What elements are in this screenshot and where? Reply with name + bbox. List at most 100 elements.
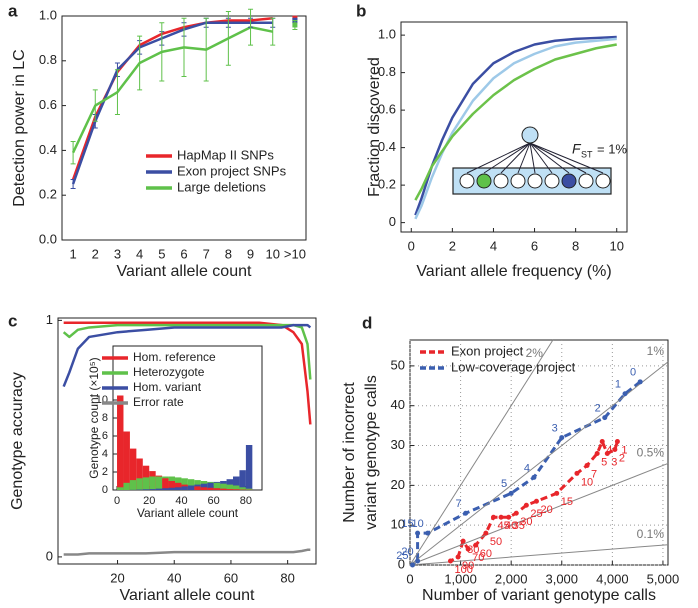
point xyxy=(513,510,519,516)
bar xyxy=(129,448,137,490)
bar xyxy=(142,489,150,490)
x-axis-label: Variant allele count xyxy=(120,587,255,604)
x-tick-label: 60 xyxy=(208,495,220,507)
x-tick-label: 3,000 xyxy=(545,571,578,586)
error-bar xyxy=(270,17,276,46)
point-label: 30 xyxy=(520,516,532,528)
y-tick-label: 0 xyxy=(389,214,396,229)
point xyxy=(533,498,539,504)
bar xyxy=(129,480,137,490)
series-line xyxy=(71,21,273,185)
y-tick-label: 0.0 xyxy=(39,231,57,246)
y-tick-label: 4 xyxy=(102,448,108,460)
point-label: 5 xyxy=(501,478,507,490)
series-line xyxy=(63,548,311,556)
y-tick-label: 0.2 xyxy=(39,187,57,202)
point xyxy=(498,514,504,520)
point xyxy=(637,379,643,385)
x-tick-label: 10 xyxy=(265,246,279,261)
point xyxy=(455,554,461,560)
bar xyxy=(200,483,208,490)
point-label: 25 xyxy=(530,508,542,520)
y-tick-label: 1.0 xyxy=(378,27,396,42)
bar xyxy=(213,482,221,490)
point xyxy=(483,530,489,536)
series-line xyxy=(71,25,273,154)
bar xyxy=(149,476,156,490)
x-tick-label: 7 xyxy=(203,246,210,261)
series-line xyxy=(62,323,312,380)
y-axis-label: Genotype accuracy xyxy=(9,372,26,510)
error-bar xyxy=(137,35,143,91)
x-tick-label: 8 xyxy=(225,246,232,261)
x-axis-label: Variant allele count xyxy=(117,263,252,280)
point-label: 100 xyxy=(454,564,472,576)
x-tick-label: 0 xyxy=(408,238,415,253)
x-tick-label: 1 xyxy=(69,246,76,261)
x-axis-label: Variant allele frequency (%) xyxy=(416,263,611,280)
x-tick-label: 2 xyxy=(449,238,456,253)
point xyxy=(523,502,529,508)
annotation-text: = 1% xyxy=(597,141,627,156)
reference-label: 0.1% xyxy=(637,527,665,541)
error-bar xyxy=(70,140,76,165)
bar xyxy=(181,486,188,490)
legend-label: Hom. reference xyxy=(133,350,216,364)
error-bar xyxy=(70,179,76,189)
point-label: 4 xyxy=(524,462,530,474)
point-label: 10 xyxy=(411,518,423,530)
point xyxy=(490,514,496,520)
y-tick-label: 40 xyxy=(391,397,405,412)
bar xyxy=(136,478,143,490)
x-tick-label: 2,000 xyxy=(495,571,528,586)
y-tick-label: 50 xyxy=(391,357,405,372)
bar xyxy=(207,482,214,490)
point xyxy=(460,538,466,544)
y-tick-label: 0 xyxy=(46,548,53,563)
annotation-symbol: F xyxy=(572,141,582,157)
point-label: 15 xyxy=(561,496,573,508)
point-label: 70 xyxy=(472,552,484,564)
reference-label: 0.5% xyxy=(637,446,665,460)
point-label: 25 xyxy=(396,550,408,562)
point-label: 5 xyxy=(601,456,607,468)
y-tick-label: 2 xyxy=(102,466,108,478)
point-label: 15 xyxy=(401,518,413,530)
error-bar xyxy=(203,17,209,82)
bar xyxy=(168,487,176,490)
point xyxy=(594,450,600,456)
x-tick-label: 80 xyxy=(280,570,294,585)
series-line xyxy=(414,43,617,201)
reference-line xyxy=(409,339,554,566)
y-tick-label: 0 xyxy=(102,484,108,496)
point xyxy=(599,439,605,445)
point xyxy=(531,474,537,480)
x-axis-label: Variant allele count xyxy=(137,506,239,520)
bar xyxy=(149,489,156,490)
bar xyxy=(213,488,221,490)
y-tick-label: 0.4 xyxy=(378,139,396,154)
point-label: 7 xyxy=(456,498,462,510)
y-axis-label: Fraction discovered xyxy=(366,57,383,197)
legend-label: Low-coverage project xyxy=(451,359,576,374)
point-label: 1 xyxy=(615,379,621,391)
panel-letter: a xyxy=(8,1,18,20)
x-tick-label: 8 xyxy=(572,238,579,253)
point-label: 2 xyxy=(619,452,625,464)
legend-label: Hom. variant xyxy=(133,380,202,394)
point xyxy=(604,450,610,456)
x-tick-label: 6 xyxy=(531,238,538,253)
reference-label: 1% xyxy=(647,344,665,358)
legend-label: HapMap II SNPs xyxy=(177,147,274,162)
point-label: 20 xyxy=(401,546,413,558)
error-bar xyxy=(181,17,187,77)
bar xyxy=(239,487,246,490)
bar xyxy=(187,485,195,490)
point xyxy=(559,435,565,441)
legend-label: Heterozygote xyxy=(133,365,205,379)
point xyxy=(574,470,580,476)
bar xyxy=(136,458,143,490)
x-tick-label: 9 xyxy=(247,246,254,261)
x-tick-label: 5,000 xyxy=(647,571,680,586)
point xyxy=(508,490,514,496)
